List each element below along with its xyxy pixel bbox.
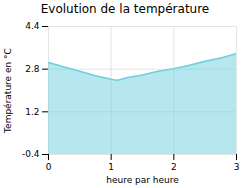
svg-text:1: 1 xyxy=(108,162,114,172)
svg-text:2.8: 2.8 xyxy=(25,64,40,74)
svg-text:-0.4: -0.4 xyxy=(22,149,40,159)
svg-text:4.4: 4.4 xyxy=(25,21,40,31)
svg-text:Température en °C: Température en °C xyxy=(3,48,13,134)
svg-text:heure par heure: heure par heure xyxy=(106,175,179,185)
html-text:Evolution de la température: Evolution de la température xyxy=(40,2,210,16)
svg-text:3: 3 xyxy=(234,162,240,172)
svg-text:0: 0 xyxy=(46,162,52,172)
svg-text:2: 2 xyxy=(171,162,177,172)
svg-text:1.2: 1.2 xyxy=(25,107,39,117)
